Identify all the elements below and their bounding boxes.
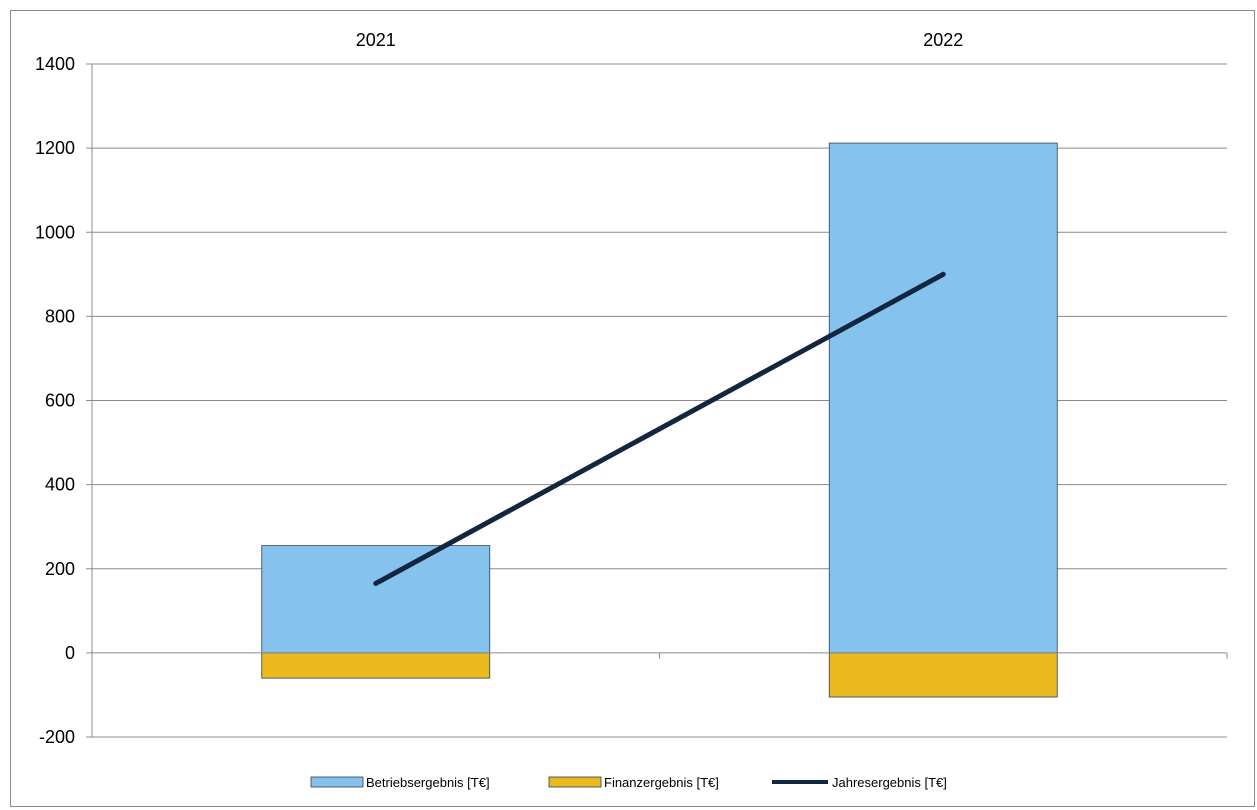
legend: Betriebsergebnis [T€] Finanzergebnis [T€]… — [310, 775, 947, 790]
bar — [261, 652, 491, 679]
y-tick-label: 400 — [45, 475, 75, 495]
legend-swatch — [310, 776, 364, 788]
line-series — [373, 271, 946, 586]
bar — [828, 652, 1058, 698]
category-labels: 2021 2022 — [356, 30, 964, 50]
legend-item: Finanzergebnis [T€] — [548, 775, 719, 790]
bar — [828, 142, 1058, 654]
y-tick-label: 1200 — [35, 138, 75, 158]
y-tick-label: 1000 — [35, 222, 75, 242]
series-line — [373, 271, 946, 586]
legend-label: Finanzergebnis [T€] — [604, 775, 719, 790]
y-tick-label: 200 — [45, 559, 75, 579]
legend-item: Jahresergebnis [T€] — [772, 775, 947, 790]
legend-label: Betriebsergebnis [T€] — [366, 775, 490, 790]
y-tick-label: 0 — [65, 643, 75, 663]
bar — [261, 545, 491, 654]
legend-swatch — [548, 776, 602, 788]
y-tick-label: 1400 — [35, 54, 75, 74]
category-label: 2022 — [923, 30, 963, 50]
legend-label: Jahresergebnis [T€] — [832, 775, 947, 790]
axes — [86, 63, 1228, 738]
y-tick-label: 600 — [45, 391, 75, 411]
y-tick-label: -200 — [39, 727, 75, 747]
legend-item: Betriebsergebnis [T€] — [310, 775, 490, 790]
category-label: 2021 — [356, 30, 396, 50]
y-tick-labels: 1400 1200 1000 800 600 400 200 0 -200 — [35, 54, 75, 747]
bars — [261, 142, 1058, 698]
y-tick-label: 800 — [45, 306, 75, 326]
